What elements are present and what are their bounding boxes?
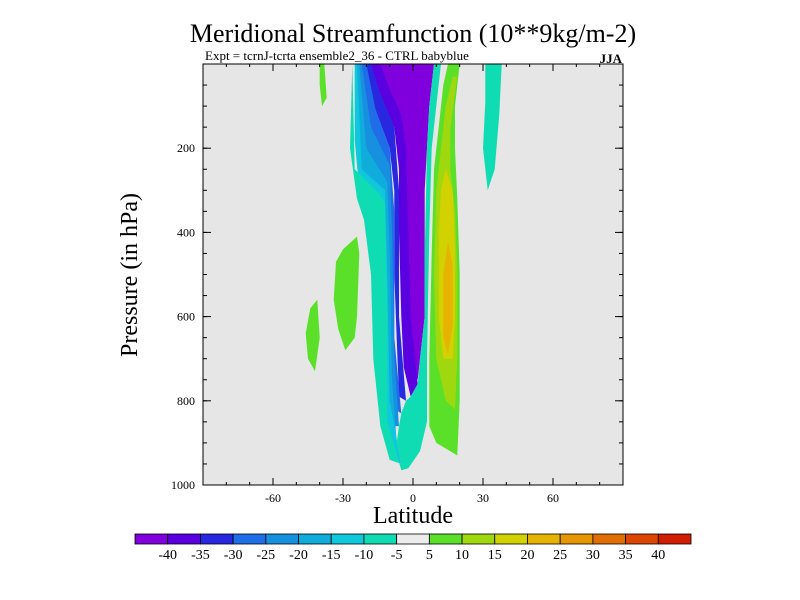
colorbar-swatch xyxy=(461,533,496,545)
colorbar-swatch xyxy=(527,533,561,545)
contour-region-2 xyxy=(366,64,406,401)
colorbar-label: -30 xyxy=(224,548,243,563)
contour-region-13 xyxy=(333,236,360,351)
y-tick-label: 600 xyxy=(177,310,195,324)
colorbar-swatch xyxy=(265,533,299,545)
colorbar-swatch xyxy=(428,533,463,545)
colorbar-swatch xyxy=(396,533,430,545)
colorbar-label: 10 xyxy=(455,548,469,563)
colorbar-label: -25 xyxy=(256,548,275,563)
plot-area: -60 -30 0 30 60 200 400 600 800 1000 xyxy=(171,63,624,505)
contour-region-15 xyxy=(483,64,502,191)
x-tick-label: -30 xyxy=(335,491,351,505)
axes: -60 -30 0 30 60 200 400 600 800 1000 xyxy=(171,64,623,505)
x-tick-label: 30 xyxy=(477,491,489,505)
colorbar-label: 15 xyxy=(488,548,502,563)
colorbar-swatch xyxy=(298,533,332,545)
colorbar-label: 5 xyxy=(426,548,433,563)
contour-region-14 xyxy=(305,299,320,372)
colorbar-label: -35 xyxy=(191,548,210,563)
plot-frame xyxy=(202,63,624,486)
chart-subtitle: Expt = tcrnJ-tcrta ensemble2_36 - CTRL b… xyxy=(205,48,469,63)
colorbar-swatch xyxy=(625,533,659,545)
y-tick-label: 1000 xyxy=(171,478,195,492)
contour-regions xyxy=(305,64,502,471)
colorbar-swatch xyxy=(167,533,201,545)
colorbar-label: 30 xyxy=(586,548,600,563)
y-axis-label: Pressure (in hPa) xyxy=(117,193,143,357)
x-tick-label: 60 xyxy=(547,491,559,505)
colorbar-swatch xyxy=(330,533,365,545)
contour-region-12 xyxy=(319,64,327,107)
colorbar-swatch xyxy=(363,533,398,545)
y-tick-label: 200 xyxy=(177,141,195,155)
contour-region-11 xyxy=(443,240,453,355)
y-tick-label: 800 xyxy=(177,394,195,408)
colorbar-label: 25 xyxy=(553,548,567,563)
colorbar-swatch xyxy=(657,533,692,545)
colorbar-swatch xyxy=(232,533,267,545)
colorbar-swatch xyxy=(592,533,626,545)
colorbar-label: -40 xyxy=(158,548,177,563)
y-tick-label: 400 xyxy=(177,225,195,239)
colorbar-label: -5 xyxy=(391,548,403,563)
colorbar-label: 20 xyxy=(520,548,534,563)
x-tick-label: -60 xyxy=(265,491,281,505)
colorbar-swatch xyxy=(134,533,169,545)
contour-region-1 xyxy=(371,64,418,397)
season-label: JJA xyxy=(600,51,623,66)
colorbar-swatch xyxy=(200,533,234,545)
colorbar: -40 -35 -30 -25 -20 -15 -10 -5 5 10 15 20 25 30 35 40 xyxy=(134,533,692,563)
colorbar-label: 40 xyxy=(651,548,665,563)
colorbar-swatch xyxy=(494,533,528,545)
colorbar-label: -15 xyxy=(322,548,341,563)
colorbar-label: 35 xyxy=(619,548,633,563)
contour-region-7 xyxy=(350,64,441,471)
chart-title: Meridional Streamfunction (10**9kg/m-2) xyxy=(190,19,636,48)
x-axis-label: Latitude xyxy=(373,503,453,529)
colorbar-label: -20 xyxy=(289,548,308,563)
colorbar-swatch xyxy=(559,533,594,545)
x-tick-label: 0 xyxy=(410,491,416,505)
colorbar-label: -10 xyxy=(355,548,374,563)
